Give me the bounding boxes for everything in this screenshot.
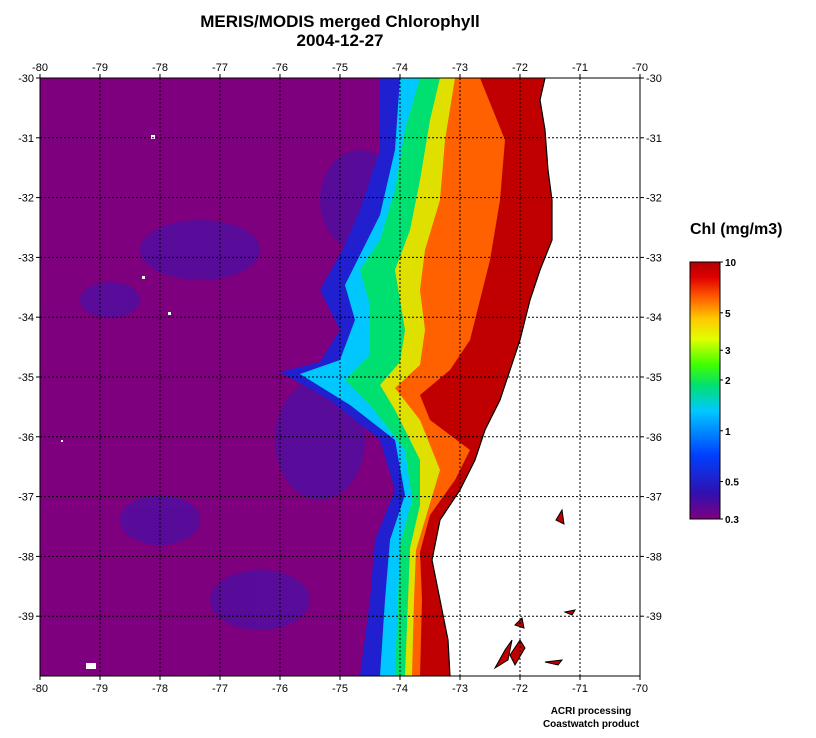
- lat-tick-label-right: -36: [646, 432, 662, 444]
- lon-tick-label-top: -78: [152, 62, 168, 74]
- lon-tick-label-top: -75: [332, 62, 348, 74]
- product-credit: Coastwatch product: [542, 719, 640, 730]
- lat-tick-label-right: -31: [646, 133, 662, 145]
- lon-tick-label-bottom: -71: [572, 683, 588, 695]
- lon-tick-label-top: -73: [452, 62, 468, 74]
- lat-tick-label-left: -36: [18, 432, 34, 444]
- lat-tick-label-right: -30: [646, 73, 662, 85]
- cloud-specks: [61, 135, 171, 669]
- map-date: 2004-12-27: [296, 31, 384, 50]
- lat-tick-label-left: -33: [18, 252, 34, 264]
- processing-credit: ACRI processing: [550, 706, 632, 717]
- lon-tick-label-bottom: -79: [92, 683, 108, 695]
- lon-tick-label-bottom: -80: [32, 683, 48, 695]
- coastline: [431, 78, 553, 676]
- lat-tick-label-left: -31: [18, 133, 34, 145]
- lon-tick-label-top: -76: [272, 62, 288, 74]
- lat-tick-label-left: -34: [18, 312, 34, 324]
- lon-tick-label-bottom: -73: [452, 683, 468, 695]
- lon-tick-label-top: -72: [512, 62, 528, 74]
- lat-tick-label-right: -38: [646, 551, 662, 563]
- lon-tick-label-bottom: -70: [632, 683, 648, 695]
- lat-tick-label-right: -39: [646, 611, 662, 623]
- colorbar-tick-label: 0.5: [725, 478, 739, 489]
- lon-tick-label-top: -70: [632, 62, 648, 74]
- lat-tick-label-right: -34: [646, 312, 662, 324]
- lon-tick-label-bottom: -77: [212, 683, 228, 695]
- lon-tick-label-top: -77: [212, 62, 228, 74]
- colorbar-tick-label: 5: [725, 309, 731, 320]
- lon-tick-label-top: -74: [392, 62, 408, 74]
- colorbar: [689, 261, 721, 520]
- colorbar-tick-label: 2: [725, 376, 731, 387]
- lat-tick-label-left: -30: [18, 73, 34, 85]
- lat-tick-label-left: -37: [18, 492, 34, 504]
- lat-tick-label-left: -38: [18, 551, 34, 563]
- lon-tick-label-top: -80: [32, 62, 48, 74]
- lon-tick-label-bottom: -72: [512, 683, 528, 695]
- lon-tick-label-bottom: -75: [332, 683, 348, 695]
- lon-tick-label-bottom: -74: [392, 683, 408, 695]
- colorbar-tick-label: 0.3: [725, 515, 739, 526]
- lat-tick-label-right: -35: [646, 372, 662, 384]
- colorbar-title: Chl (mg/m3): [690, 221, 783, 238]
- lat-tick-label-left: -39: [18, 611, 34, 623]
- lon-tick-label-bottom: -76: [272, 683, 288, 695]
- lon-tick-label-top: -79: [92, 62, 108, 74]
- lon-tick-label-bottom: -78: [152, 683, 168, 695]
- lat-tick-label-left: -32: [18, 193, 34, 205]
- colorbar-tick-label: 3: [725, 346, 731, 357]
- axis-ticks: -80 -80 -79 -79 -78 -78 -77 -77 -76 -76 -75 -75 -74 -…: [18, 62, 662, 695]
- islands: [493, 508, 577, 670]
- colorbar-tick-label: 10: [725, 258, 737, 269]
- map-title: MERIS/MODIS merged Chlorophyll: [200, 12, 480, 31]
- lat-tick-label-right: -33: [646, 252, 662, 264]
- lat-tick-label-left: -35: [18, 372, 34, 384]
- colorbar-tick-label: 1: [725, 427, 731, 438]
- lat-tick-label-right: -37: [646, 492, 662, 504]
- graticule: [40, 78, 640, 676]
- lon-tick-label-top: -71: [572, 62, 588, 74]
- offshore-low-chlorophyll: [80, 150, 400, 630]
- colorbar-ticks: 10 5 3 2 1 0.5 0.3: [720, 258, 739, 526]
- lat-tick-label-right: -32: [646, 193, 662, 205]
